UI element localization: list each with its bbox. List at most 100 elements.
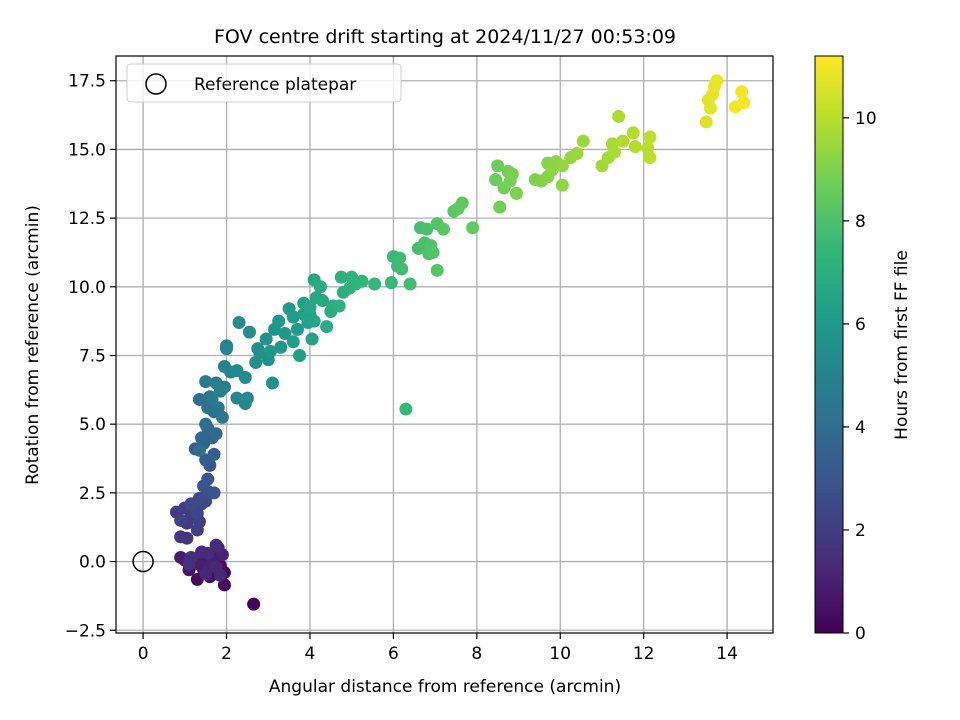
data-point — [272, 314, 286, 328]
data-point — [247, 597, 261, 611]
data-point — [195, 545, 209, 559]
data-point — [207, 447, 221, 461]
y-tick-label: 17.5 — [68, 72, 106, 92]
data-point — [286, 335, 300, 349]
data-point — [430, 263, 444, 277]
legend-marker — [145, 73, 167, 95]
data-point — [368, 277, 382, 291]
data-point — [180, 531, 194, 545]
data-point — [628, 140, 642, 154]
data-point — [190, 506, 204, 520]
data-point — [274, 340, 288, 354]
data-point — [207, 486, 221, 500]
data-point — [199, 375, 213, 389]
y-tick-label: 12.5 — [68, 209, 106, 229]
data-point — [555, 159, 569, 173]
data-point — [313, 280, 327, 294]
data-point — [263, 344, 277, 358]
grid-lines — [116, 56, 773, 633]
data-point — [213, 568, 227, 582]
data-point — [182, 557, 196, 571]
data-point — [174, 513, 188, 527]
data-point — [213, 384, 227, 398]
x-tick-label: 6 — [388, 644, 399, 664]
data-point — [220, 342, 234, 356]
data-point — [576, 134, 590, 148]
x-tick-label: 4 — [305, 644, 316, 664]
data-point — [710, 74, 724, 88]
data-point — [616, 134, 630, 148]
data-point — [199, 417, 213, 431]
data-point — [403, 277, 417, 291]
data-point — [395, 262, 409, 276]
data-point — [355, 274, 369, 288]
data-point — [455, 196, 469, 210]
data-point — [509, 186, 523, 200]
data-point — [493, 200, 507, 214]
data-point — [242, 325, 256, 339]
data-point — [265, 376, 279, 390]
data-point — [643, 130, 657, 144]
data-point — [426, 245, 440, 259]
data-point — [195, 431, 209, 445]
colorbar-tick-label: 2 — [855, 521, 866, 541]
data-point — [305, 332, 319, 346]
legend-label: Reference platepar — [194, 75, 356, 95]
y-tick-label: 15.0 — [68, 140, 106, 160]
data-point — [307, 314, 321, 328]
colorbar-tick-label: 10 — [855, 109, 877, 129]
data-point — [209, 538, 223, 552]
data-point — [240, 391, 254, 405]
x-tick-label: 12 — [633, 644, 655, 664]
data-point — [201, 472, 215, 486]
data-point — [643, 151, 657, 165]
data-point — [737, 96, 751, 110]
x-axis-ticks: 0 2 4 6 8 10 12 14 — [138, 633, 738, 664]
data-point — [420, 222, 434, 236]
y-tick-label: 0.0 — [79, 553, 106, 573]
data-point — [703, 101, 717, 115]
data-point — [199, 567, 213, 581]
data-point — [205, 392, 219, 406]
data-point — [735, 85, 749, 99]
data-point — [209, 427, 223, 441]
data-point — [293, 348, 307, 362]
x-tick-label: 8 — [471, 644, 482, 664]
data-point — [384, 276, 398, 290]
colorbar-label: Hours from first FF file — [892, 250, 912, 440]
data-point — [303, 300, 317, 314]
y-tick-label: −2.5 — [65, 621, 106, 641]
data-point — [215, 548, 229, 562]
data-point — [290, 322, 304, 336]
x-tick-label: 0 — [138, 644, 149, 664]
data-point — [251, 342, 265, 356]
data-point — [232, 316, 246, 330]
data-point — [570, 147, 584, 161]
data-point — [215, 410, 229, 424]
colorbar-ticks: 0 2 4 6 8 10 — [843, 109, 877, 644]
data-point — [278, 327, 292, 341]
x-tick-label: 10 — [549, 644, 571, 664]
legend-box — [126, 63, 402, 103]
y-axis-ticks: −2.5 0.0 2.5 5.0 7.5 10.0 12.5 15.0 17.5 — [65, 72, 116, 641]
data-point — [393, 251, 407, 265]
data-point — [505, 167, 519, 181]
plot-frame — [115, 55, 774, 634]
data-point — [489, 173, 503, 187]
colorbar-tick-label: 4 — [855, 418, 866, 438]
data-point — [320, 320, 334, 334]
data-point — [626, 126, 640, 140]
data-point — [699, 115, 713, 129]
chart-title: FOV centre drift starting at 2024/11/27 … — [214, 26, 676, 48]
data-point — [399, 402, 413, 416]
data-point — [612, 109, 626, 123]
data-point — [238, 370, 252, 384]
y-tick-label: 5.0 — [79, 415, 106, 435]
legend: Reference platepar — [126, 63, 402, 103]
data-point — [491, 159, 505, 173]
y-tick-label: 2.5 — [79, 484, 106, 504]
data-point — [192, 443, 206, 457]
data-point — [315, 294, 329, 308]
colorbar-tick-label: 6 — [855, 315, 866, 335]
